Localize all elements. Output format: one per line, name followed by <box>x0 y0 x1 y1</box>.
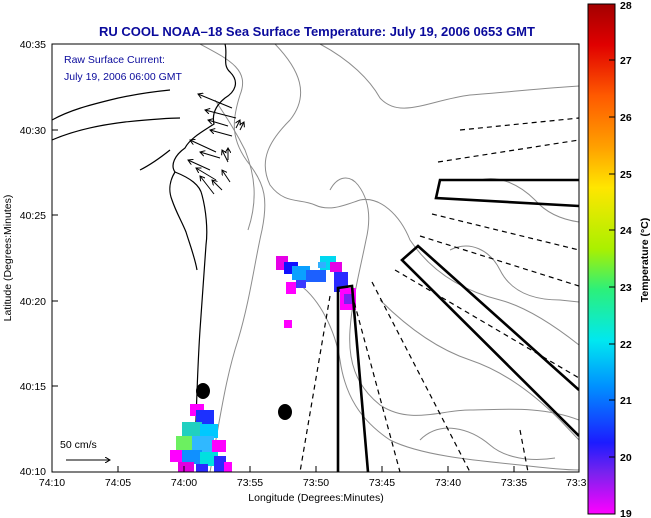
x-tick-label: 73:50 <box>303 477 329 489</box>
colorbar <box>587 3 616 515</box>
scale-label: 50 cm/s <box>60 439 97 451</box>
y-tick-label: 40:10 <box>20 466 46 478</box>
colorbar-tick-label: 28 <box>620 0 632 12</box>
x-tick-label: 73:40 <box>435 477 461 489</box>
current-label: Raw Surface Current: <box>64 54 165 66</box>
y-tick-label: 40:35 <box>20 39 46 51</box>
axis-ticks <box>51 43 515 473</box>
y-tick-label: 40:20 <box>20 296 46 308</box>
current-time: July 19, 2006 06:00 GMT <box>64 71 182 83</box>
colorbar-tick-labels: 28 27 26 25 24 23 22 21 20 19 <box>620 0 632 518</box>
x-tick-label: 73:45 <box>369 477 395 489</box>
x-tick-label: 74:10 <box>39 477 65 489</box>
colorbar-tick-label: 21 <box>620 395 632 407</box>
surface-current-vectors <box>188 94 244 195</box>
x-tick-label: 73:55 <box>237 477 263 489</box>
x-tick-label: 74:00 <box>171 477 197 489</box>
colorbar-tick-label: 19 <box>620 508 632 518</box>
station-marker <box>278 404 292 420</box>
colorbar-tick-label: 27 <box>620 55 632 67</box>
colorbar-ticks <box>609 3 615 515</box>
y-tick-label: 40:30 <box>20 125 46 137</box>
sst-patch-north <box>276 256 356 328</box>
x-axis-label: Longitude (Degrees:Minutes) <box>248 492 383 504</box>
map-title: RU COOL NOAA–18 Sea Surface Temperature:… <box>99 24 535 39</box>
colorbar-tick-label: 25 <box>620 169 632 181</box>
x-tick-labels: 74:10 74:05 74:00 73:55 73:50 73:45 73:4… <box>39 477 587 489</box>
y-axis-label: Latitude (Degrees:Minutes) <box>2 195 14 322</box>
y-tick-label: 40:15 <box>20 381 46 393</box>
colorbar-tick-label: 22 <box>620 339 632 351</box>
sector-dashed-lines <box>299 117 579 472</box>
x-tick-label: 74:05 <box>105 477 131 489</box>
colorbar-tick-label: 26 <box>620 112 632 124</box>
coastline <box>52 44 237 472</box>
colorbar-tick-label: 24 <box>620 225 632 237</box>
colorbar-tick-label: 20 <box>620 452 632 464</box>
colorbar-label: Temperature (°C) <box>639 218 651 303</box>
y-tick-labels: 40:35 40:30 40:25 40:20 40:15 40:10 <box>20 39 46 478</box>
sector-outlines <box>336 178 579 472</box>
bathymetry-contours <box>199 44 579 472</box>
y-tick-label: 40:25 <box>20 210 46 222</box>
plot-frame <box>51 43 580 473</box>
colorbar-tick-label: 23 <box>620 282 632 294</box>
sst-patch-south <box>170 404 232 472</box>
x-tick-label: 73:35 <box>501 477 527 489</box>
x-tick-label: 73:3 <box>566 477 587 489</box>
station-marker <box>196 383 210 399</box>
